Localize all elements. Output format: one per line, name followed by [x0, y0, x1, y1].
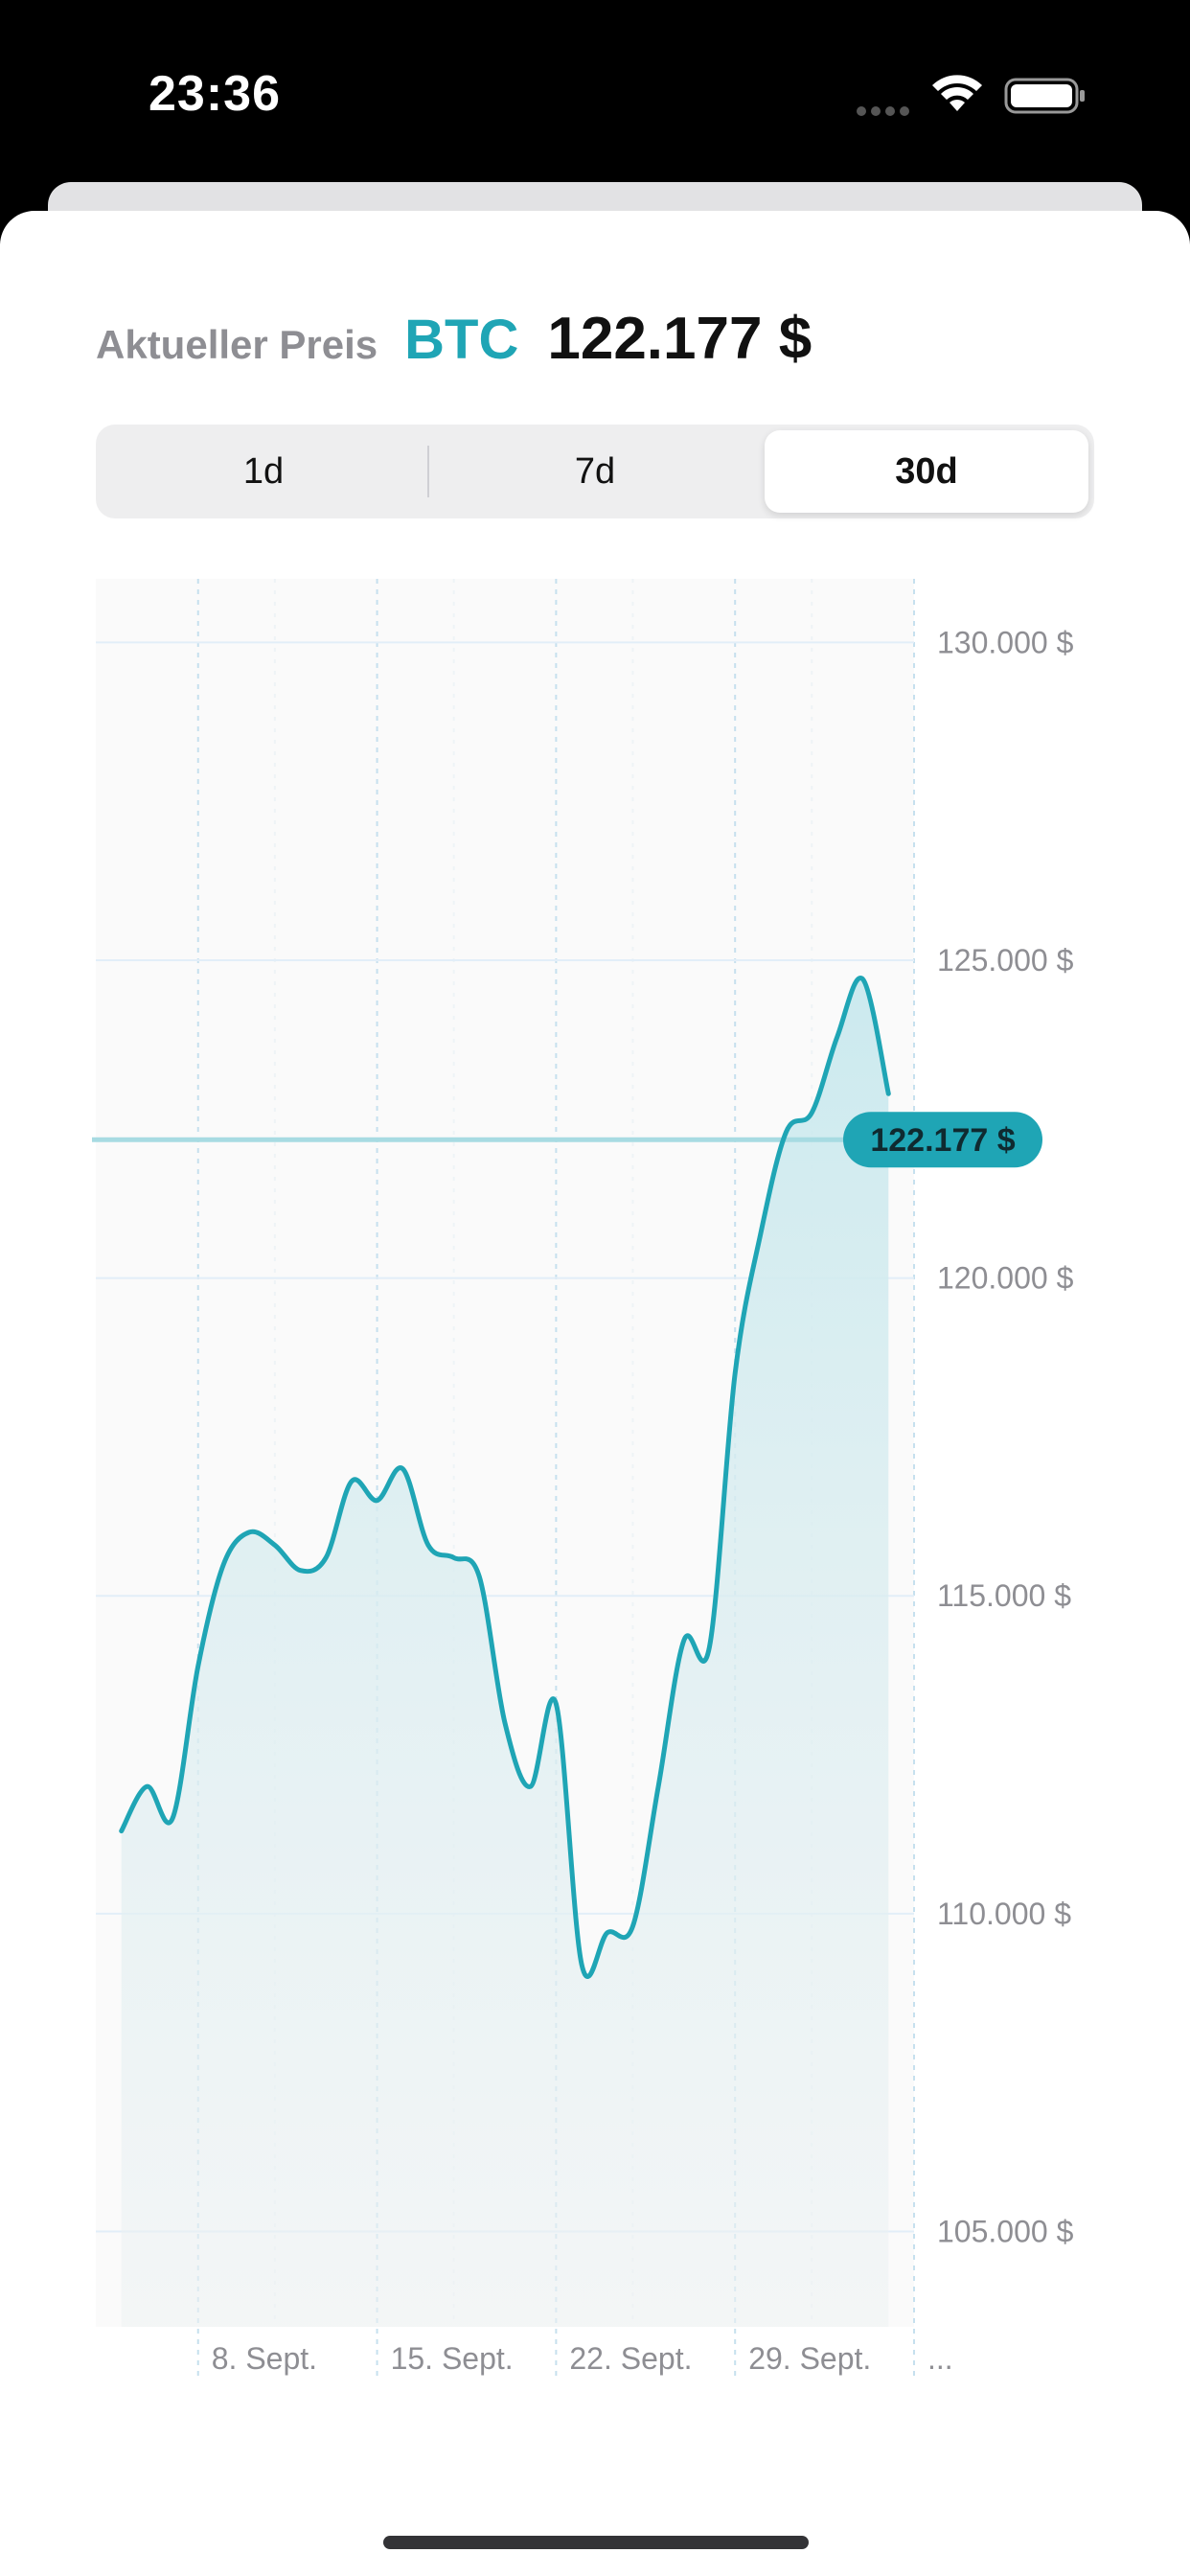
range-option-30d[interactable]: 30d: [765, 430, 1088, 513]
x-tick-label: 29. Sept.: [748, 2341, 871, 2376]
status-bar: 23:36: [0, 0, 1190, 192]
price-area-fill: [121, 978, 889, 2327]
y-tick-label: 110.000 $: [937, 1897, 1071, 1931]
current-price-badge: [843, 1112, 1042, 1168]
range-option-1d[interactable]: 1d: [242, 450, 285, 492]
range-option-7d[interactable]: 7d: [574, 450, 616, 492]
price-header: Aktueller Preis BTC 122.177 $: [96, 305, 812, 381]
y-tick-label: 125.000 $: [937, 943, 1074, 978]
x-tick-label: 15. Sept.: [391, 2341, 514, 2376]
y-tick-label: 105.000 $: [937, 2215, 1074, 2249]
x-tick-label: 22. Sept.: [569, 2341, 692, 2376]
cellular-signal-icon: [857, 106, 909, 116]
x-tick-label: ...: [927, 2341, 953, 2376]
wifi-icon: [932, 75, 982, 111]
y-tick-label: 120.000 $: [937, 1261, 1074, 1296]
current-price-badge-label: 122.177 $: [870, 1122, 1015, 1159]
coin-symbol: BTC: [404, 309, 519, 371]
status-time: 23:36: [149, 66, 281, 122]
price-line: [119, 976, 891, 1979]
price-label: Aktueller Preis: [96, 322, 378, 367]
segment-divider: [427, 446, 429, 497]
battery-icon: [1004, 78, 1085, 114]
y-tick-label: 115.000 $: [937, 1578, 1071, 1613]
current-price: 122.177 $: [547, 306, 812, 372]
y-tick-label: 130.000 $: [937, 625, 1074, 659]
home-indicator: [383, 2536, 809, 2549]
x-tick-label: 8. Sept.: [212, 2341, 317, 2376]
range-segmented-control: 1d 7d 30d: [96, 425, 1094, 518]
